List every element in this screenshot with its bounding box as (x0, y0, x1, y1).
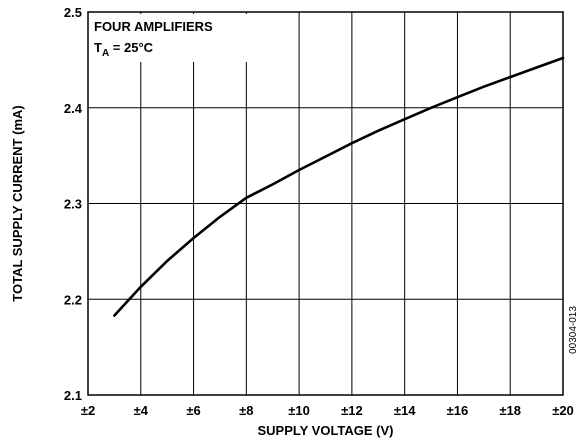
x-tick-labels: ±2 ±4 ±6 ±8 ±10 ±12 ±14 ±16 ±18 ±20 (81, 403, 574, 418)
x-tick-label: ±12 (341, 403, 363, 418)
y-axis-title: TOTAL SUPPLY CURRENT (mA) (10, 105, 25, 301)
x-tick-label: ±6 (186, 403, 200, 418)
annotation-temp-value: = 25°C (109, 40, 153, 55)
y-tick-label: 2.1 (64, 388, 82, 403)
annotation-line-temperature: TA = 25°C (94, 40, 154, 59)
annotation-background (90, 14, 248, 62)
y-tick-label: 2.4 (64, 101, 83, 116)
y-tick-label: 2.5 (64, 5, 82, 20)
x-tick-label: ±20 (552, 403, 574, 418)
annotation-temp-subscript: A (102, 48, 109, 59)
y-tick-labels: 2.1 2.2 2.3 2.4 2.5 (64, 5, 83, 403)
x-axis-title: SUPPLY VOLTAGE (V) (257, 423, 393, 438)
x-tick-label: ±4 (134, 403, 149, 418)
y-tick-label: 2.3 (64, 197, 82, 212)
annotation-temp-symbol: T (94, 40, 102, 55)
x-tick-label: ±8 (239, 403, 253, 418)
series-line-supply-current (113, 56, 565, 317)
x-tick-label: ±18 (499, 403, 521, 418)
x-tick-label: ±2 (81, 403, 95, 418)
x-tick-label: ±16 (447, 403, 469, 418)
plot-frame (87, 11, 564, 396)
annotation-line-amplifiers: FOUR AMPLIFIERS (94, 19, 213, 34)
y-tick-label: 2.2 (64, 292, 82, 307)
x-tick-label: ±14 (394, 403, 416, 418)
x-tick-label: ±10 (288, 403, 310, 418)
grid-lines (88, 12, 563, 395)
annotation-box: FOUR AMPLIFIERS TA = 25°C (90, 14, 248, 62)
document-id: 00304-013 (568, 306, 579, 354)
